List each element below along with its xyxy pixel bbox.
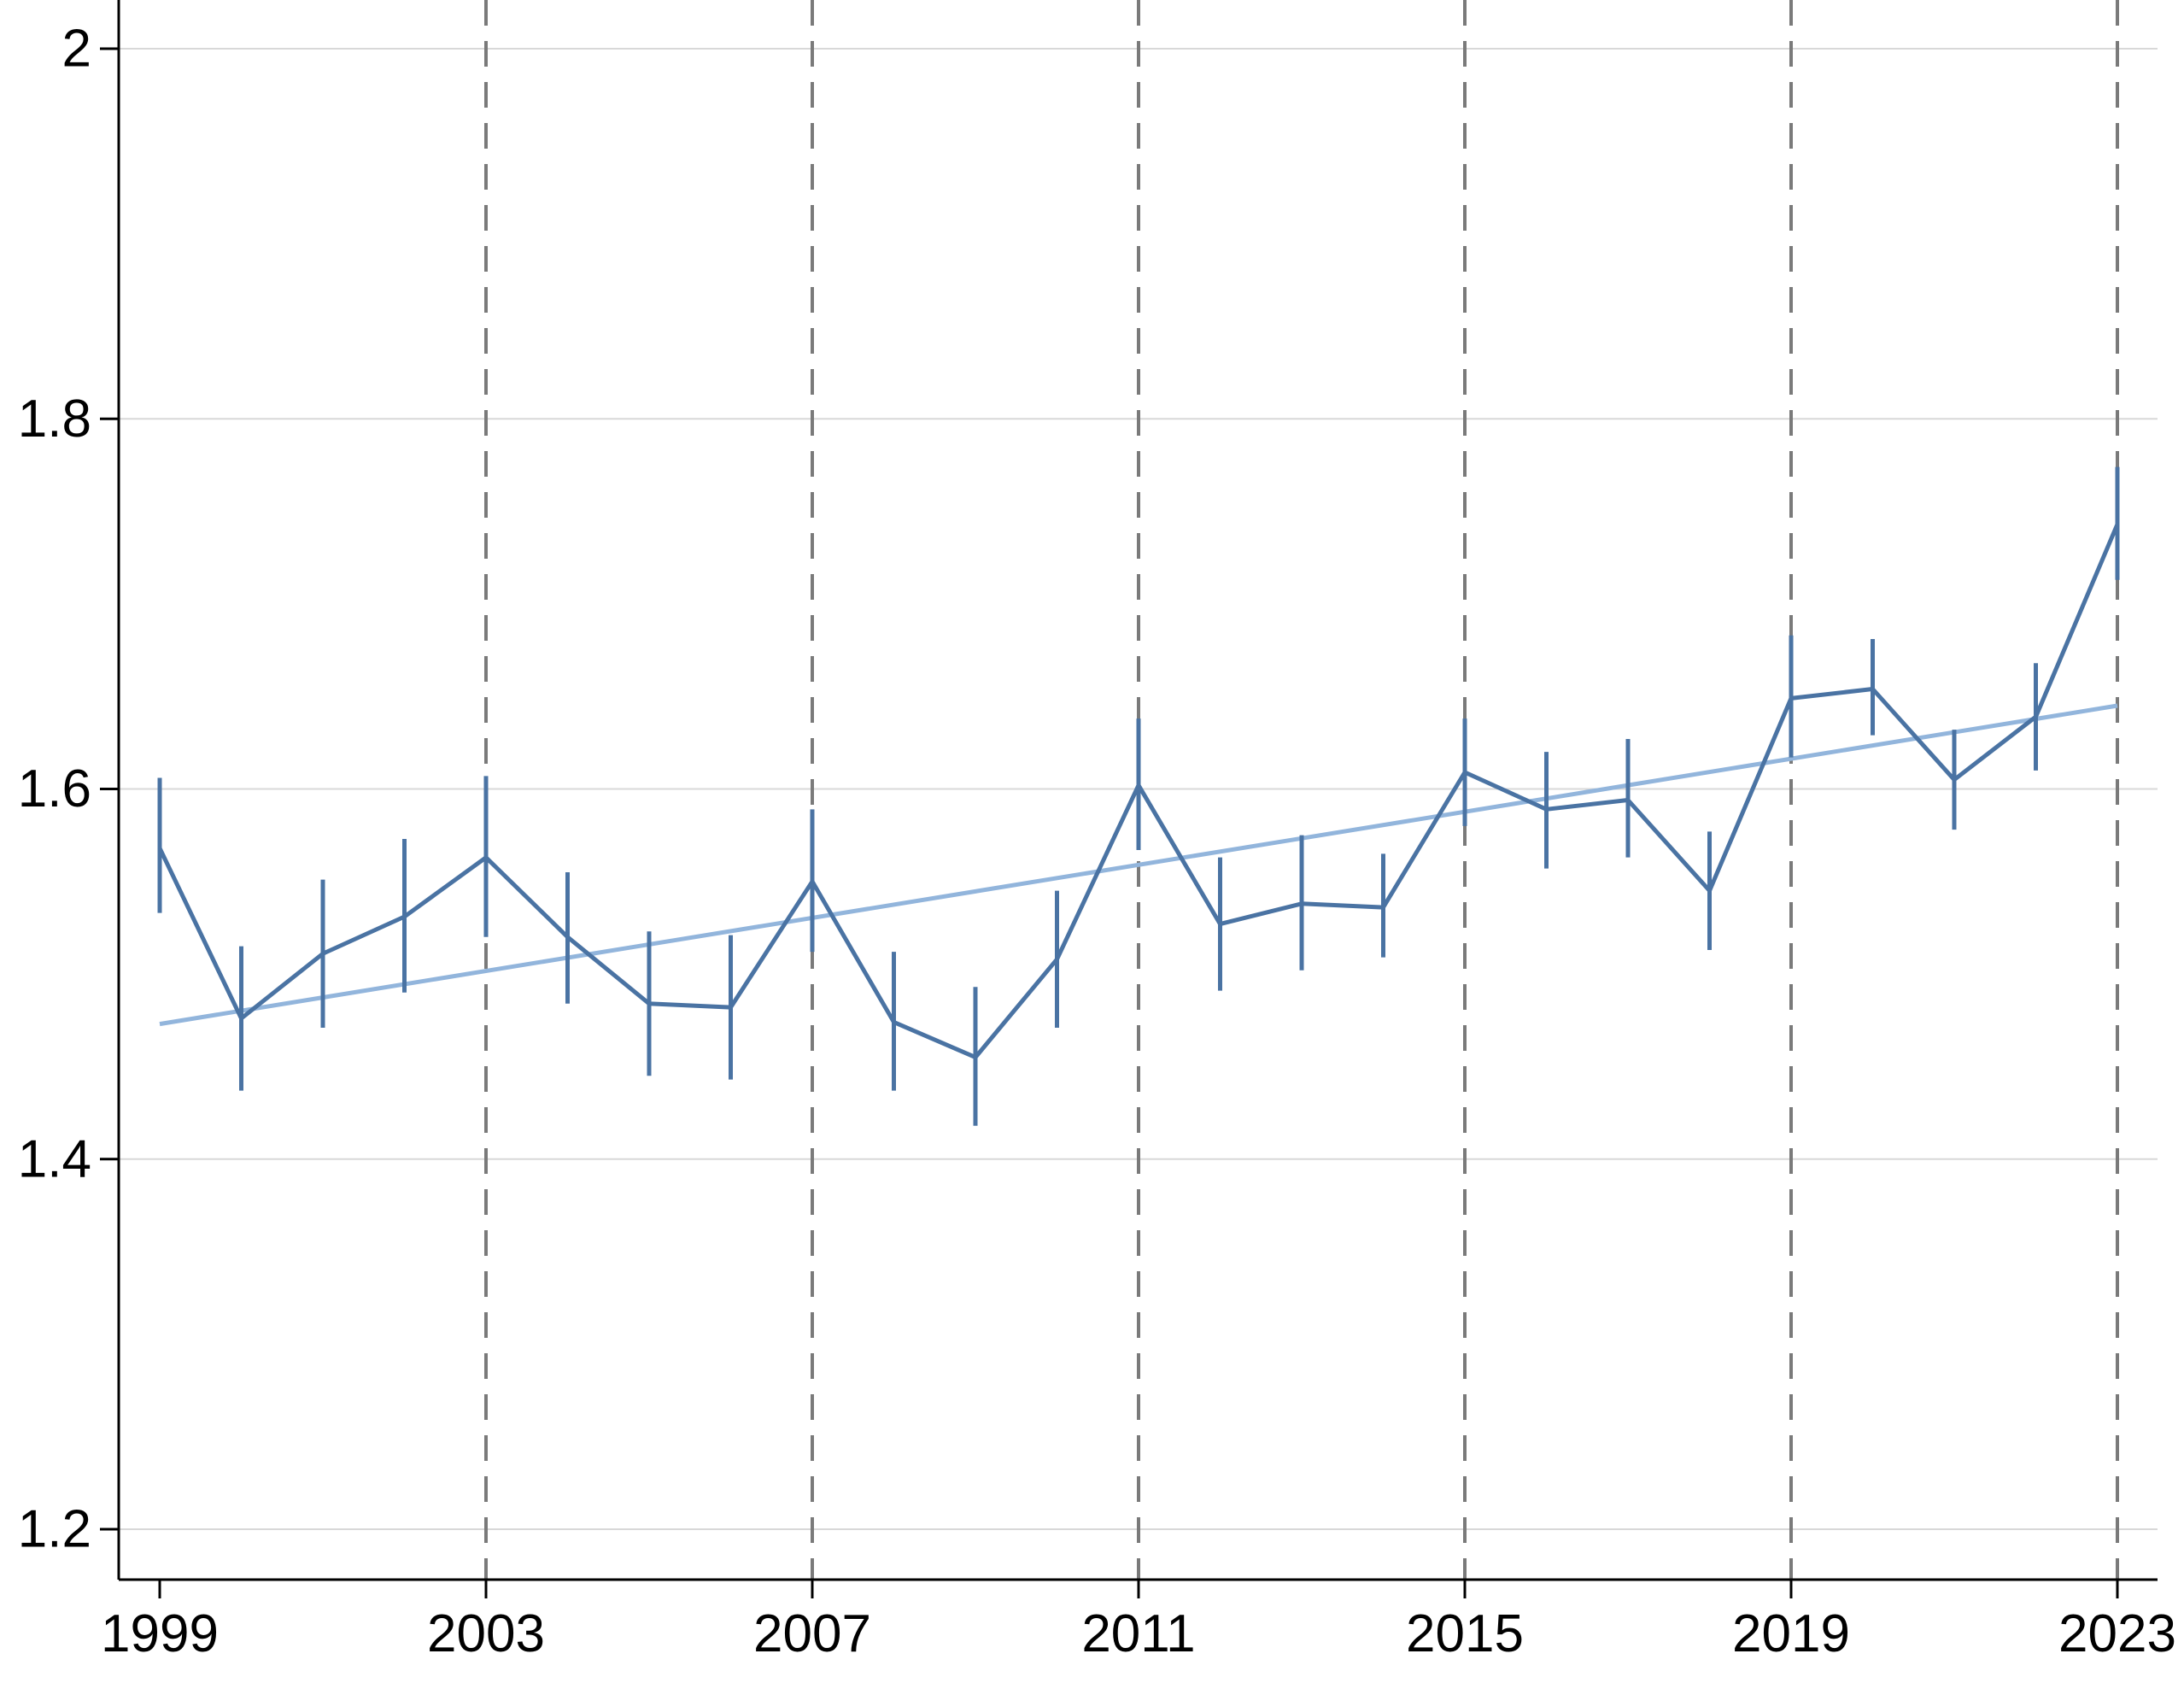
data-point-2009 — [973, 1055, 978, 1060]
data-point-2011 — [1136, 783, 1141, 788]
data-point-2004 — [565, 935, 570, 940]
data-point-2007 — [810, 879, 815, 884]
data-point-2018 — [1707, 888, 1712, 894]
data-point-2001 — [320, 951, 325, 956]
trend-layer — [159, 703, 2118, 1027]
x-tick-label: 2019 — [1732, 1604, 1850, 1663]
y-tick-label: 1.2 — [18, 1500, 91, 1559]
data-point-2000 — [239, 1016, 243, 1021]
y-tick-label: 2 — [62, 20, 91, 79]
data-point-2013 — [1299, 901, 1304, 906]
x-tick-label: 1999 — [101, 1604, 219, 1663]
data-point-2005 — [647, 1001, 652, 1006]
y-tick-label: 1.8 — [18, 390, 91, 449]
data-point-2017 — [1625, 797, 1631, 802]
data-point-2002 — [402, 914, 407, 919]
data-point-2020 — [1871, 687, 1875, 692]
data-point-2015 — [1462, 770, 1467, 775]
x-tick-label: 2015 — [1406, 1604, 1524, 1663]
data-point-2019 — [1789, 695, 1794, 701]
data-point-2023 — [2115, 522, 2120, 527]
data-point-2003 — [483, 855, 489, 860]
y-ticks: 1.2 1.4 1.6 1.8 2 — [18, 20, 119, 1559]
mean-line-layer — [157, 522, 2120, 1060]
x-ticks: 1999 2003 2007 2011 2015 2019 2023 — [101, 1580, 2176, 1663]
x-tick-label: 2003 — [427, 1604, 545, 1663]
y-tick-label: 1.4 — [18, 1129, 91, 1188]
data-point-2014 — [1381, 905, 1385, 910]
data-point-2021 — [1952, 777, 1957, 783]
trend-line — [159, 703, 2118, 1027]
data-point-2008 — [892, 1019, 896, 1024]
x-tick-label: 2007 — [753, 1604, 871, 1663]
data-point-2022 — [2034, 714, 2038, 719]
data-point-2012 — [1218, 922, 1222, 927]
data-point-2006 — [729, 1005, 733, 1010]
x-tick-label: 2023 — [2058, 1604, 2176, 1663]
x-tick-label: 2011 — [1081, 1604, 1195, 1663]
y-tick-label: 1.6 — [18, 759, 91, 818]
data-point-2016 — [1544, 806, 1549, 812]
data-point-1999 — [157, 846, 162, 851]
data-point-2010 — [1055, 957, 1059, 962]
